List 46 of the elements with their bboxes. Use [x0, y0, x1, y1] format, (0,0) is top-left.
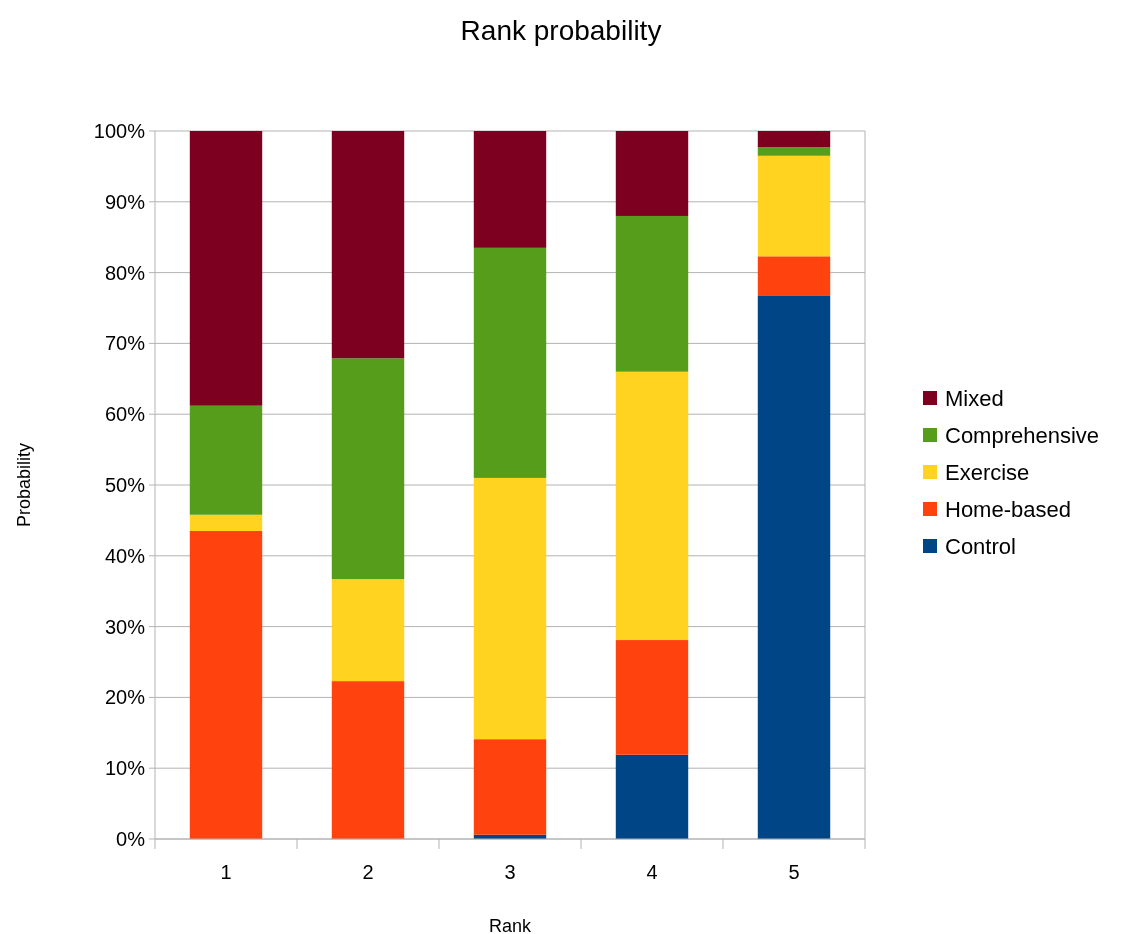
legend-label: Mixed — [945, 385, 1004, 411]
x-tick-label: 4 — [646, 861, 658, 883]
bar — [615, 640, 689, 755]
y-tick-label: 30% — [104, 615, 146, 638]
bar — [615, 371, 689, 641]
bar — [473, 739, 547, 835]
bar — [615, 754, 689, 839]
y-tick-label: 10% — [104, 757, 146, 780]
bar — [757, 131, 831, 148]
bar — [473, 477, 547, 740]
bar — [757, 295, 831, 839]
legend-label: Exercise — [945, 459, 1030, 485]
bar — [331, 131, 405, 359]
bar — [331, 358, 405, 580]
bar — [189, 405, 263, 515]
x-tick-label: 5 — [788, 861, 800, 883]
bar — [331, 681, 405, 839]
bar — [331, 579, 405, 682]
bar — [189, 514, 263, 532]
bar — [473, 131, 547, 248]
y-tick-label: 50% — [104, 474, 146, 496]
y-tick-label: 70% — [104, 332, 146, 355]
y-tick-label: 80% — [104, 261, 146, 284]
bar — [757, 256, 831, 296]
bar — [189, 531, 263, 839]
legend-label: Comprehensive — [945, 422, 1100, 448]
legend-label: Home-based — [945, 496, 1071, 522]
bar — [757, 147, 831, 156]
bar — [757, 155, 831, 257]
legend-label: Control — [945, 533, 1016, 559]
bar — [189, 131, 263, 406]
x-tick-label: 2 — [362, 861, 374, 883]
y-tick-label: 20% — [104, 686, 146, 709]
y-tick-label: 100% — [93, 120, 146, 142]
x-axis-title: Rank — [488, 916, 532, 934]
y-tick-label: 60% — [104, 403, 146, 426]
bar — [615, 131, 689, 216]
x-tick-label: 1 — [220, 861, 232, 883]
bar — [615, 215, 689, 372]
y-axis-title: Probability — [14, 442, 34, 528]
x-tick-label: 3 — [504, 861, 516, 883]
y-tick-label: 0% — [116, 828, 146, 850]
bar — [473, 247, 547, 478]
y-tick-label: 90% — [104, 190, 146, 213]
chart-title: Rank probability — [460, 15, 662, 46]
y-tick-label: 40% — [104, 544, 146, 567]
